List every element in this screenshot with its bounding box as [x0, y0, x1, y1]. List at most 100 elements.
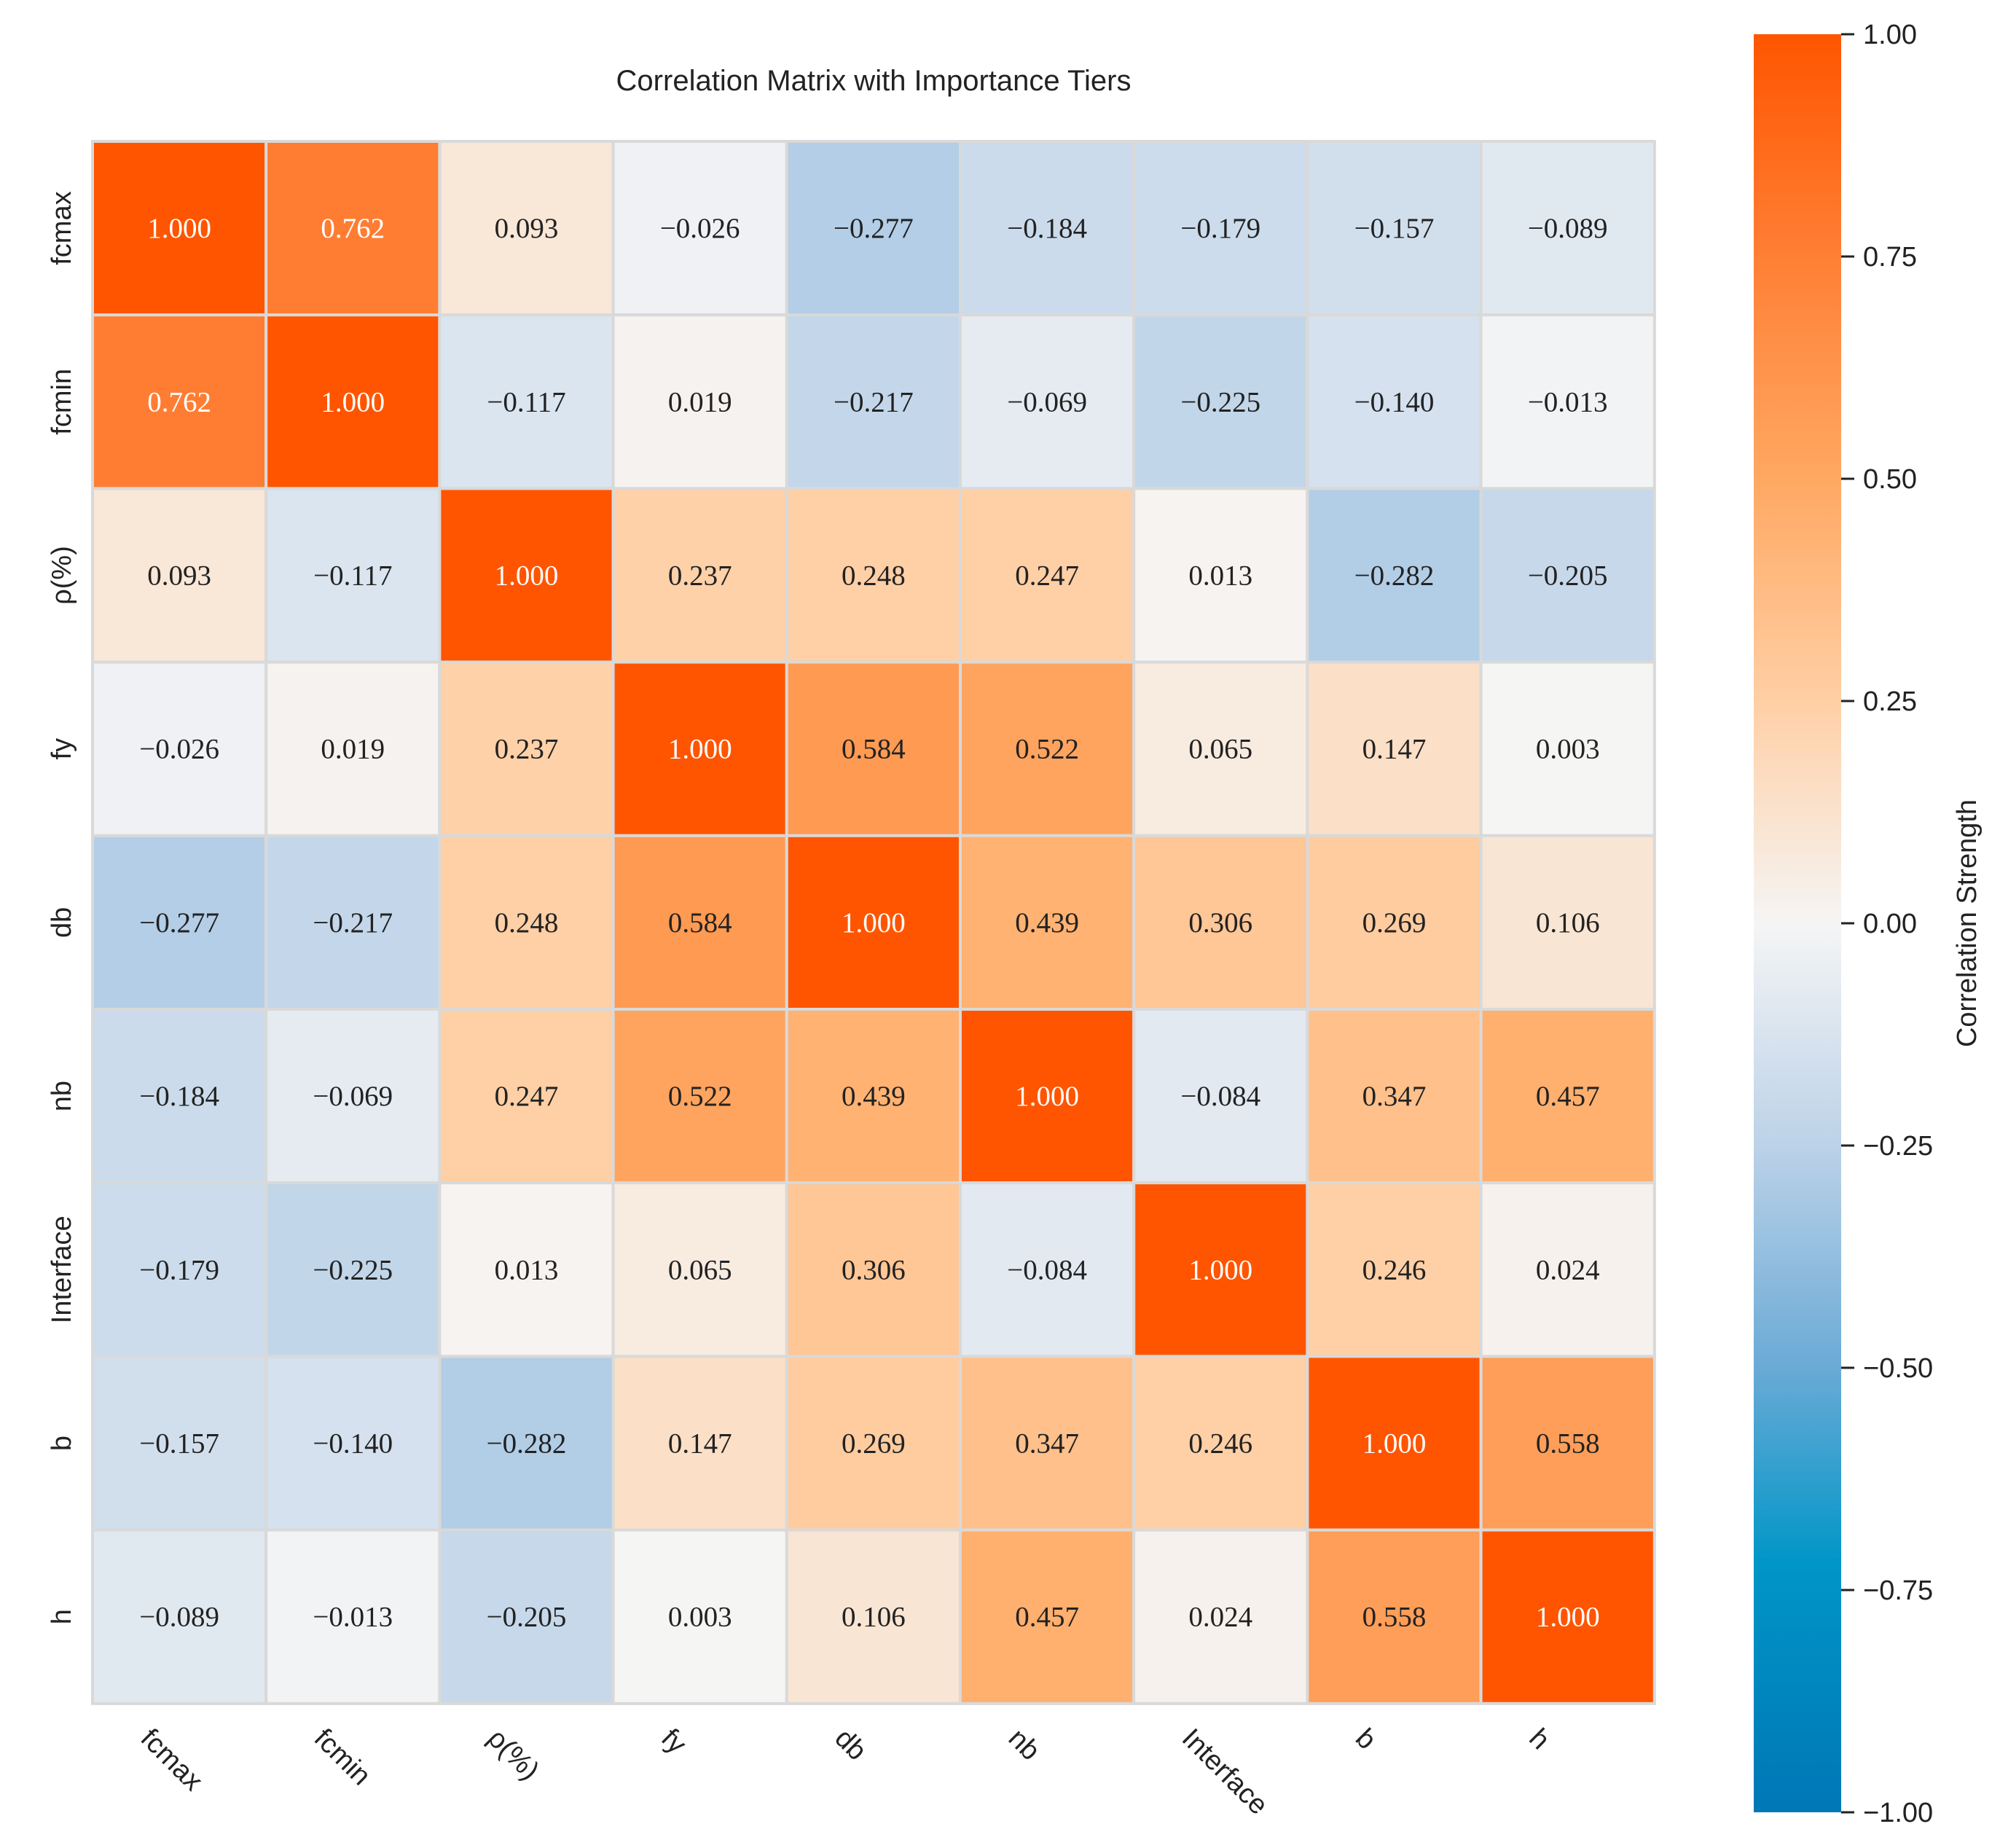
heatmap-cell	[91, 660, 268, 837]
heatmap-cell	[785, 1528, 962, 1705]
cell-value-label: 1.000	[321, 386, 385, 418]
cell-value-label: 0.347	[1362, 1081, 1427, 1112]
cell-value-label: 1.000	[1536, 1602, 1600, 1633]
heatmap-cell	[91, 1008, 268, 1185]
heatmap-cell	[91, 1355, 268, 1532]
heatmap-cell	[91, 140, 268, 317]
cell-value-label: 0.237	[495, 734, 559, 765]
heatmap-cell	[611, 1528, 788, 1705]
heatmap-cell	[785, 1355, 962, 1532]
cell-value-label: 0.762	[321, 213, 385, 244]
cell-value-label: 0.522	[1015, 734, 1079, 765]
heatmap-cell	[1132, 1181, 1309, 1358]
colorbar-tick-label: −1.00	[1863, 1798, 1933, 1828]
colorbar-tick-label: 0.00	[1863, 909, 1917, 939]
cell-value-label: −0.205	[1528, 560, 1608, 592]
cell-value-label: 1.000	[668, 734, 732, 765]
y-tick-label: db	[47, 907, 77, 938]
y-tick-label: ρ(%)	[47, 546, 77, 605]
heatmap-cell	[1132, 313, 1309, 490]
colorbar-tick-label: 0.50	[1863, 464, 1917, 495]
x-axis-labels: fcmax fcmin ρ(%) fy db nb Interface b h	[135, 1723, 1556, 1820]
cell-value-label: 1.000	[1362, 1428, 1427, 1460]
heatmap-cell	[785, 1008, 962, 1185]
colorbar-tick-label: 0.75	[1863, 242, 1917, 273]
cell-value-label: 0.247	[495, 1081, 559, 1112]
colorbar-ticks: 1.00 0.75 0.50 0.25 0.00 −0.25 −0.50 −0.75 −1.00	[1841, 20, 1933, 1828]
cell-value-label: 0.558	[1536, 1428, 1600, 1460]
heatmap-cell	[959, 834, 1136, 1011]
heatmap-cell	[785, 313, 962, 490]
y-tick-label: fcmax	[47, 191, 77, 265]
cell-value-label: −0.117	[313, 560, 392, 592]
heatmap-cell	[959, 140, 1136, 317]
cell-value-label: −0.013	[1528, 386, 1608, 418]
heatmap-cell	[1479, 1528, 1656, 1705]
heatmap-cell	[1132, 834, 1309, 1011]
heatmap-cell	[959, 1528, 1136, 1705]
colorbar-tick-label: 1.00	[1863, 20, 1917, 50]
heatmap-cell	[1306, 140, 1483, 317]
heatmap-cell	[438, 1528, 615, 1705]
heatmap-cell	[1306, 313, 1483, 490]
heatmap-cells: 1.000 0.762 0.093 −0.026 −0.277 −0.184 −0.179 −…	[91, 140, 1656, 1705]
cell-value-label: 0.439	[1015, 907, 1079, 939]
cell-value-label: 0.248	[842, 560, 906, 592]
heatmap-cell	[438, 834, 615, 1011]
y-tick-label: nb	[47, 1081, 77, 1111]
x-tick-label: h	[1523, 1723, 1556, 1755]
heatmap-cell	[611, 1008, 788, 1185]
cell-value-label: 0.147	[1362, 734, 1427, 765]
x-tick-label: db	[829, 1723, 873, 1766]
cell-value-label: −0.069	[313, 1081, 393, 1112]
cell-value-label: 0.558	[1362, 1602, 1427, 1633]
cell-value-label: −0.225	[313, 1254, 393, 1285]
heatmap-cell	[611, 1355, 788, 1532]
heatmap-cell	[611, 660, 788, 837]
cell-value-label: −0.217	[834, 386, 914, 418]
cell-value-label: 1.000	[842, 907, 906, 939]
y-tick-label: h	[47, 1609, 77, 1624]
cell-value-label: 0.093	[495, 213, 559, 244]
cell-value-label: 0.246	[1188, 1428, 1252, 1460]
cell-value-label: 0.306	[1188, 907, 1252, 939]
cell-value-label: 0.019	[321, 734, 385, 765]
cell-value-label: 0.584	[668, 907, 732, 939]
heatmap-cell	[438, 1355, 615, 1532]
cell-value-label: −0.184	[1007, 213, 1087, 244]
cell-value-label: 0.024	[1188, 1602, 1252, 1633]
cell-value-label: −0.157	[1354, 213, 1435, 244]
heatmap-cell	[264, 1008, 442, 1185]
cell-value-label: 0.584	[842, 734, 906, 765]
heatmap-cell	[264, 140, 442, 317]
cell-value-label: −0.277	[139, 907, 219, 939]
cell-value-label: 0.246	[1362, 1254, 1427, 1285]
heatmap-cell	[1132, 1528, 1309, 1705]
cell-value-label: −0.089	[1528, 213, 1608, 244]
cell-value-label: −0.282	[487, 1428, 567, 1460]
heatmap-cell	[1479, 1008, 1656, 1185]
heatmap-cell	[264, 487, 442, 664]
cell-value-label: −0.013	[313, 1602, 393, 1633]
cell-value-label: −0.117	[487, 386, 565, 418]
heatmap-cell	[438, 1008, 615, 1185]
cell-value-label: 0.106	[842, 1602, 906, 1633]
x-tick-label: fy	[655, 1723, 692, 1760]
colorbar-tick-label: −0.50	[1863, 1353, 1933, 1384]
cell-value-label: −0.026	[139, 734, 219, 765]
cell-value-label: 1.000	[1188, 1254, 1252, 1285]
y-tick-label: Interface	[47, 1215, 77, 1323]
heatmap-cell	[1479, 487, 1656, 664]
cell-value-label: 0.457	[1536, 1081, 1600, 1112]
colorbar	[1754, 34, 1841, 1812]
heatmap-cell	[785, 1181, 962, 1358]
heatmap-cell	[1479, 834, 1656, 1011]
cell-value-label: −0.277	[834, 213, 914, 244]
heatmap-cell	[438, 487, 615, 664]
cell-value-label: 0.439	[842, 1081, 906, 1112]
cell-value-label: 0.457	[1015, 1602, 1079, 1633]
cell-value-label: 0.248	[495, 907, 559, 939]
cell-value-label: 0.269	[842, 1428, 906, 1460]
heatmap-cell	[959, 1355, 1136, 1532]
cell-value-label: −0.282	[1354, 560, 1435, 592]
